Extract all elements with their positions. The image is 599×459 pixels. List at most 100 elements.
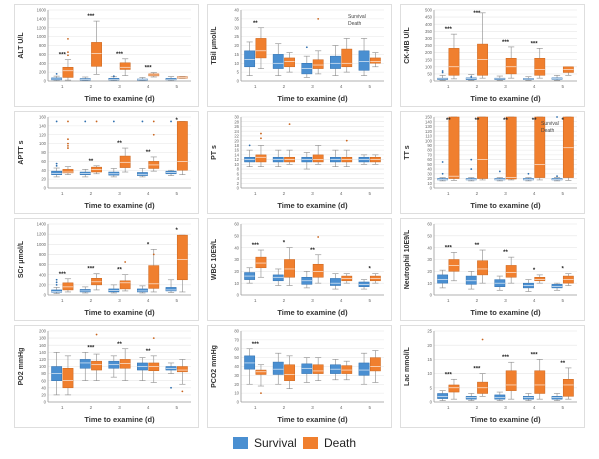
survival-box	[465, 275, 477, 285]
significance-label: ***	[252, 342, 260, 348]
death-box	[312, 59, 324, 69]
significance-label: ***	[531, 352, 539, 358]
x-tick-label: 1	[447, 191, 450, 196]
significance-label: ***	[87, 267, 95, 273]
death-outlier-point	[345, 139, 348, 142]
death-box	[448, 48, 460, 76]
y-tick-label: 150	[425, 115, 433, 120]
survival-outlier-point	[55, 283, 58, 286]
y-tick-label: 300	[425, 36, 433, 41]
panel-frame	[400, 325, 585, 428]
death-box	[534, 116, 546, 178]
death-outlier-point	[260, 137, 262, 140]
death-outlier-point	[152, 337, 155, 339]
panel-frame	[207, 111, 392, 214]
survival-outlier-point	[55, 120, 58, 123]
significance-label: ***	[473, 11, 481, 17]
y-tick-label: 20	[234, 269, 239, 274]
survival-box	[244, 50, 256, 68]
y-tick-label: 20	[234, 138, 239, 143]
death-box	[91, 42, 102, 67]
panel-frame	[14, 325, 199, 428]
y-tick-label: 30	[234, 373, 239, 378]
x-tick-label: 1	[61, 191, 64, 196]
significance-label: **	[475, 118, 480, 124]
inset-legend-label: Survival	[348, 14, 366, 20]
death-box	[148, 265, 160, 289]
death-box	[255, 369, 267, 375]
survival-box	[437, 274, 449, 284]
death-box	[255, 38, 267, 59]
x-tick-label: 2	[90, 298, 93, 303]
survival-box	[272, 361, 284, 375]
x-tick-label: 1	[254, 191, 257, 196]
y-tick-label: 100	[425, 138, 433, 143]
y-tick-label: 60	[427, 222, 432, 227]
chart-panel-11: 0 10 20 30 40 50 60 70 80 PCO2 mmHg 1 2 3 4 5 Time to e…	[207, 325, 392, 428]
x-tick-label: 3	[311, 298, 314, 303]
death-outlier-point	[152, 253, 155, 256]
death-box	[448, 384, 460, 393]
x-axis-label: Time to examine (d)	[84, 415, 155, 424]
significance-label: *	[176, 118, 179, 124]
survival-outlier-point	[55, 278, 58, 281]
figure-legend: Survival Death	[0, 431, 599, 455]
survival-box	[330, 55, 341, 69]
y-tick-label: 10	[234, 281, 239, 286]
y-tick-label: 2	[237, 181, 240, 186]
panel-frame	[207, 218, 392, 321]
x-axis-label: Time to examine (d)	[277, 308, 348, 317]
x-tick-label: 4	[533, 191, 536, 196]
x-tick-label: 4	[147, 84, 150, 89]
survival-outlier-point	[55, 73, 58, 75]
chart-panel-12: 0 5 10 15 20 25 Lac mmol/L 1 2 3 4 5 Time to examine…	[400, 325, 585, 428]
survival-box	[244, 355, 256, 370]
y-tick-label: 20	[234, 382, 239, 387]
y-tick-label: 0	[44, 293, 47, 298]
x-tick-label: 5	[368, 84, 371, 89]
y-tick-label: 0	[44, 186, 47, 191]
y-tick-label: 70	[234, 337, 239, 342]
x-tick-label: 3	[118, 191, 121, 196]
significance-label: ***	[445, 27, 453, 33]
x-tick-label: 4	[340, 405, 343, 410]
x-tick-label: 3	[504, 298, 507, 303]
survival-box	[494, 394, 506, 400]
y-axis-label: ALT U/L	[18, 32, 25, 59]
y-tick-label: 10	[427, 281, 432, 286]
death-box	[562, 379, 574, 397]
survival-outlier-point	[441, 70, 444, 72]
y-tick-label: 130	[425, 124, 433, 129]
chart-panel-4: 0 20 40 60 80 100 120 140 160 APTT s 1 2 3 4 5 Time to …	[14, 111, 199, 214]
death-box	[505, 370, 517, 391]
chart-panel-1: 0 200 400 600 800 1000 1200 1400 1600 ALT U/L 1 2 3 4…	[14, 4, 199, 107]
death-box	[505, 265, 517, 278]
significance-label: *	[533, 268, 536, 274]
death-box	[448, 116, 460, 179]
y-tick-label: 800	[39, 252, 47, 257]
significance-label: **	[532, 118, 537, 124]
legend-item-survival: Survival	[233, 434, 297, 452]
death-box	[119, 62, 131, 70]
death-outlier-point	[67, 37, 69, 40]
significance-label: **	[117, 268, 122, 274]
death-box	[284, 364, 295, 381]
y-tick-label: 0	[430, 400, 433, 405]
x-tick-label: 3	[118, 298, 121, 303]
x-tick-label: 4	[147, 405, 150, 410]
death-box	[176, 366, 188, 373]
y-tick-label: 40	[41, 168, 46, 173]
significance-label: **	[475, 243, 480, 249]
y-tick-label: 1000	[37, 34, 47, 39]
y-tick-label: 80	[41, 371, 46, 376]
y-tick-label: 0	[430, 79, 433, 84]
y-tick-label: 120	[425, 129, 433, 134]
chart-panel-3: 0 50 100 150 200 250 300 350 400 450 500 CK-MB U/L 1…	[400, 4, 585, 107]
y-tick-label: 140	[425, 119, 433, 124]
y-tick-label: 15	[427, 357, 432, 362]
y-tick-label: 30	[234, 115, 239, 120]
death-box	[534, 58, 546, 76]
y-tick-label: 20	[41, 177, 46, 182]
x-tick-label: 1	[254, 84, 257, 89]
